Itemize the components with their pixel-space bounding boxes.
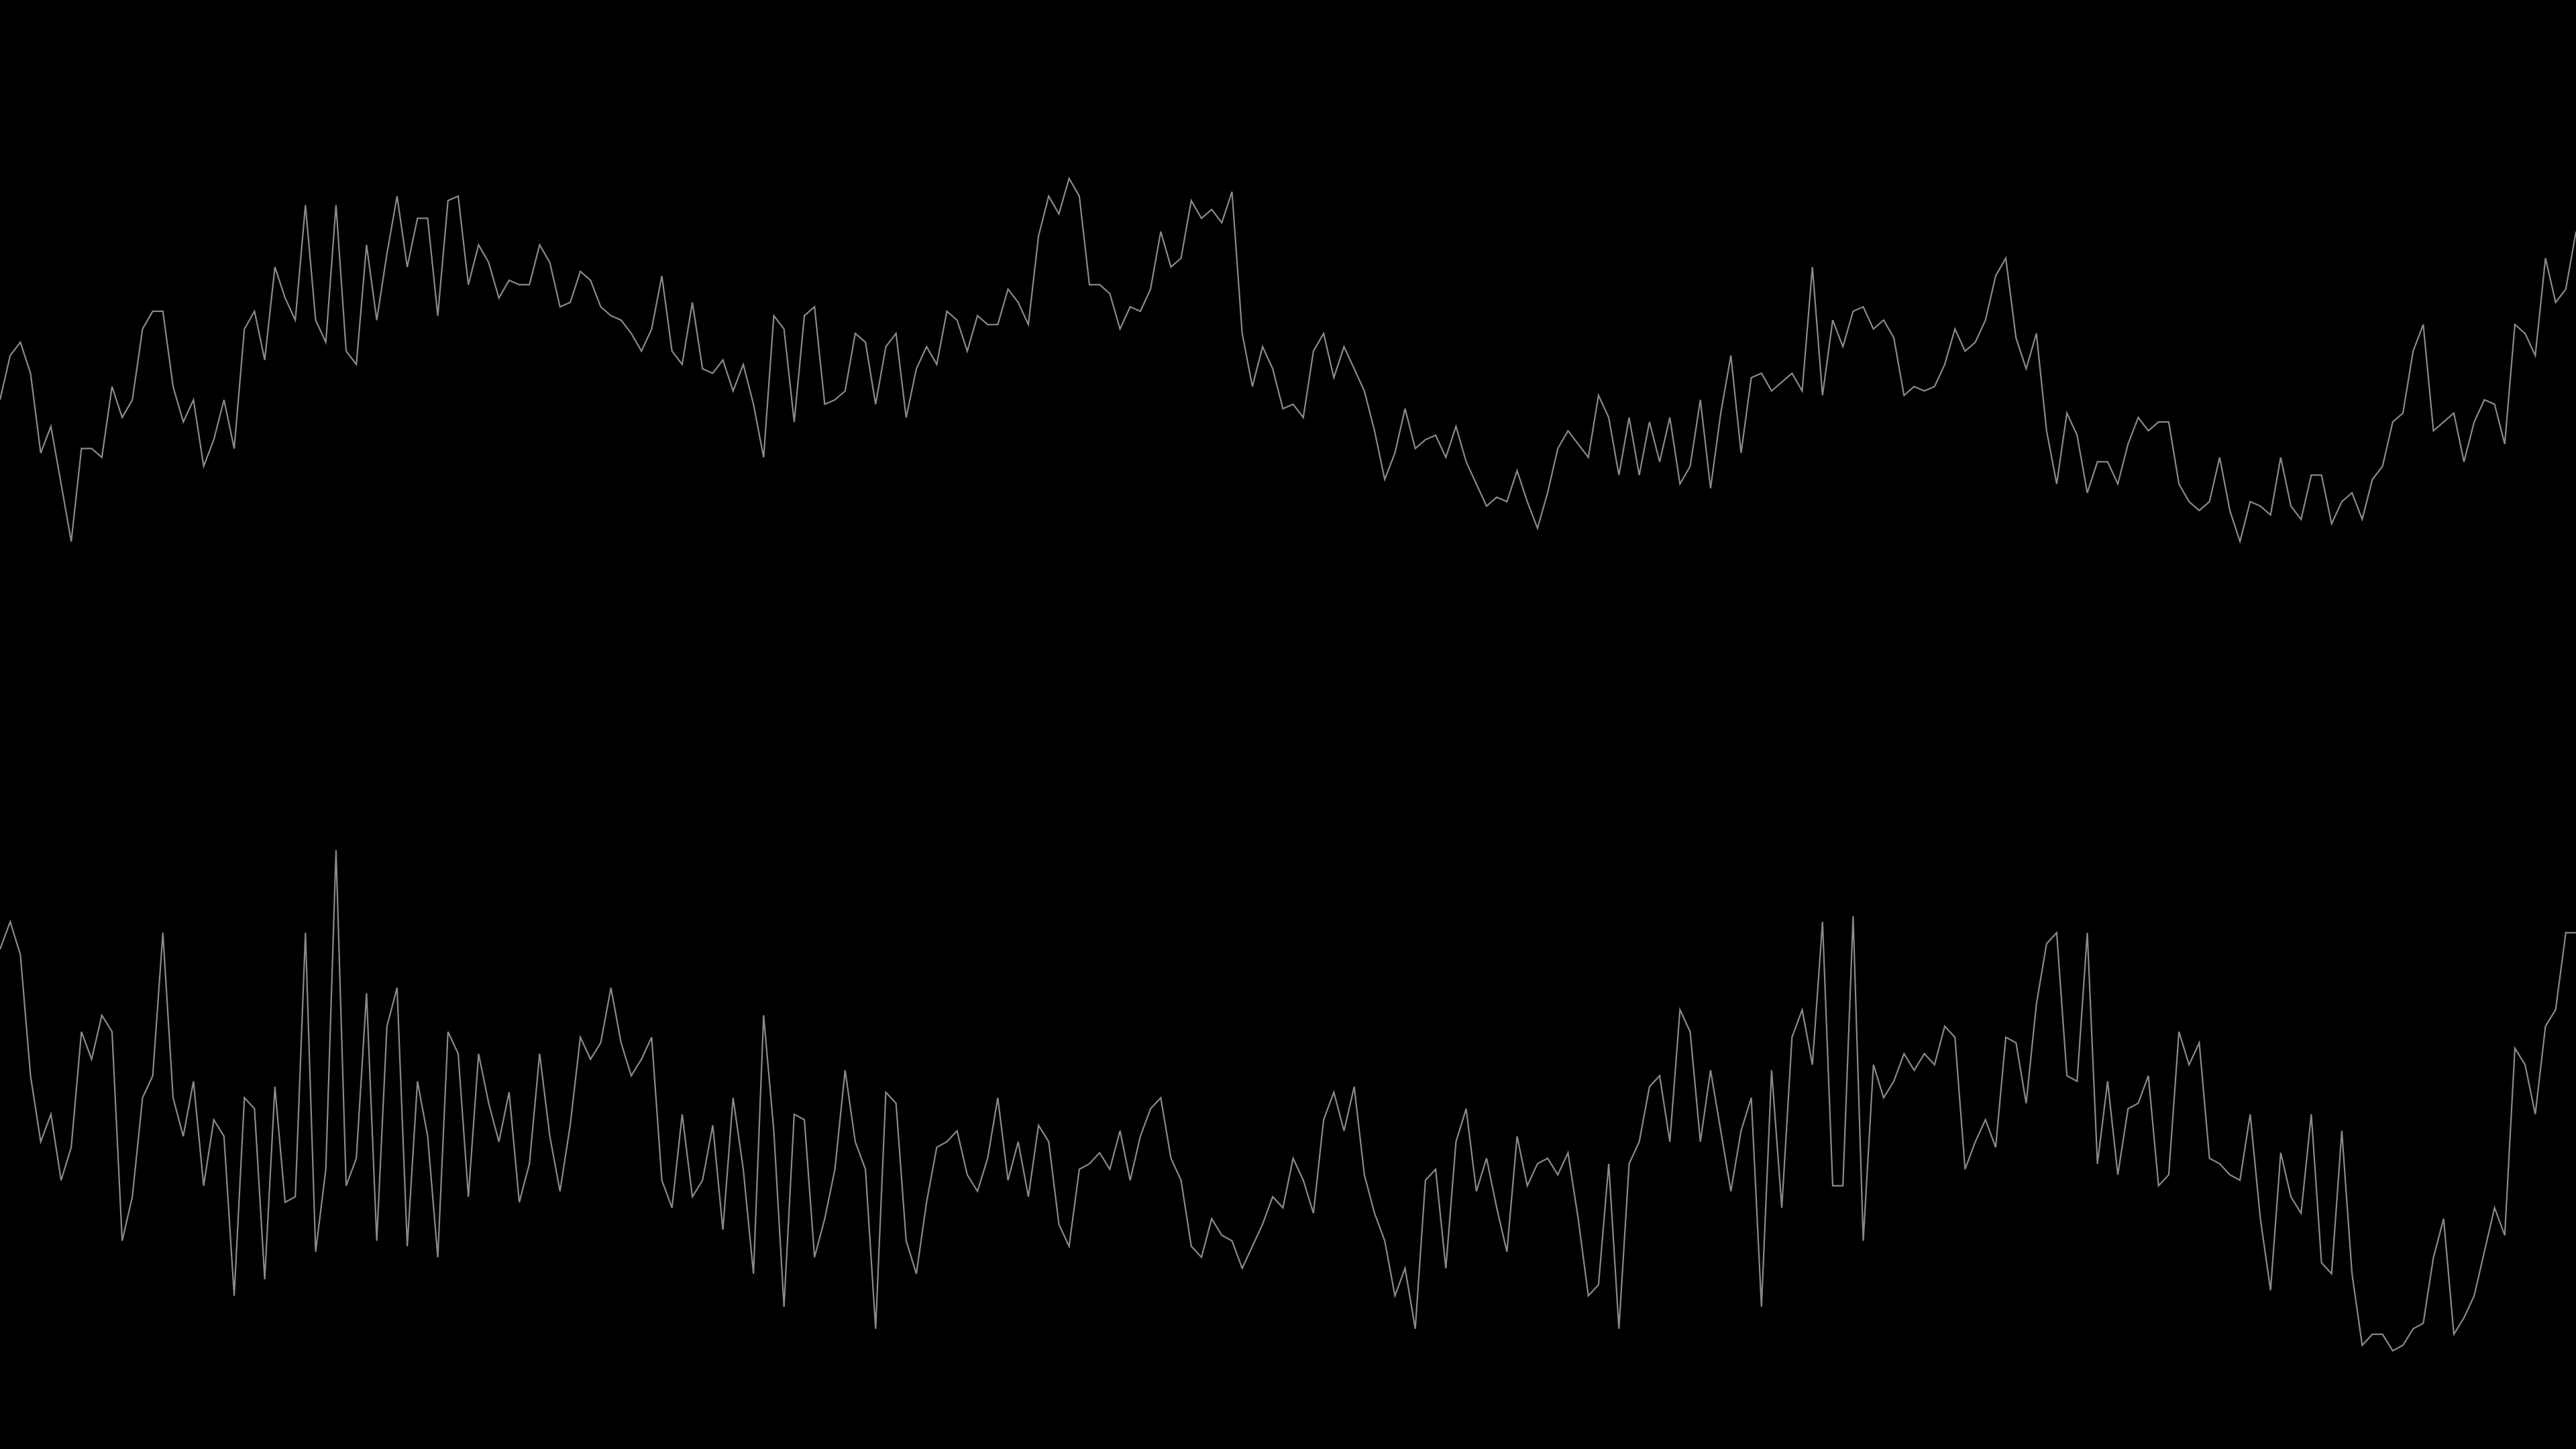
upper-waveform-panel (0, 176, 2576, 545)
waveform-line-lower-0 (0, 850, 2576, 1352)
waveform-line-upper-0 (0, 176, 2576, 545)
lower-waveform-panel (0, 850, 2576, 1352)
